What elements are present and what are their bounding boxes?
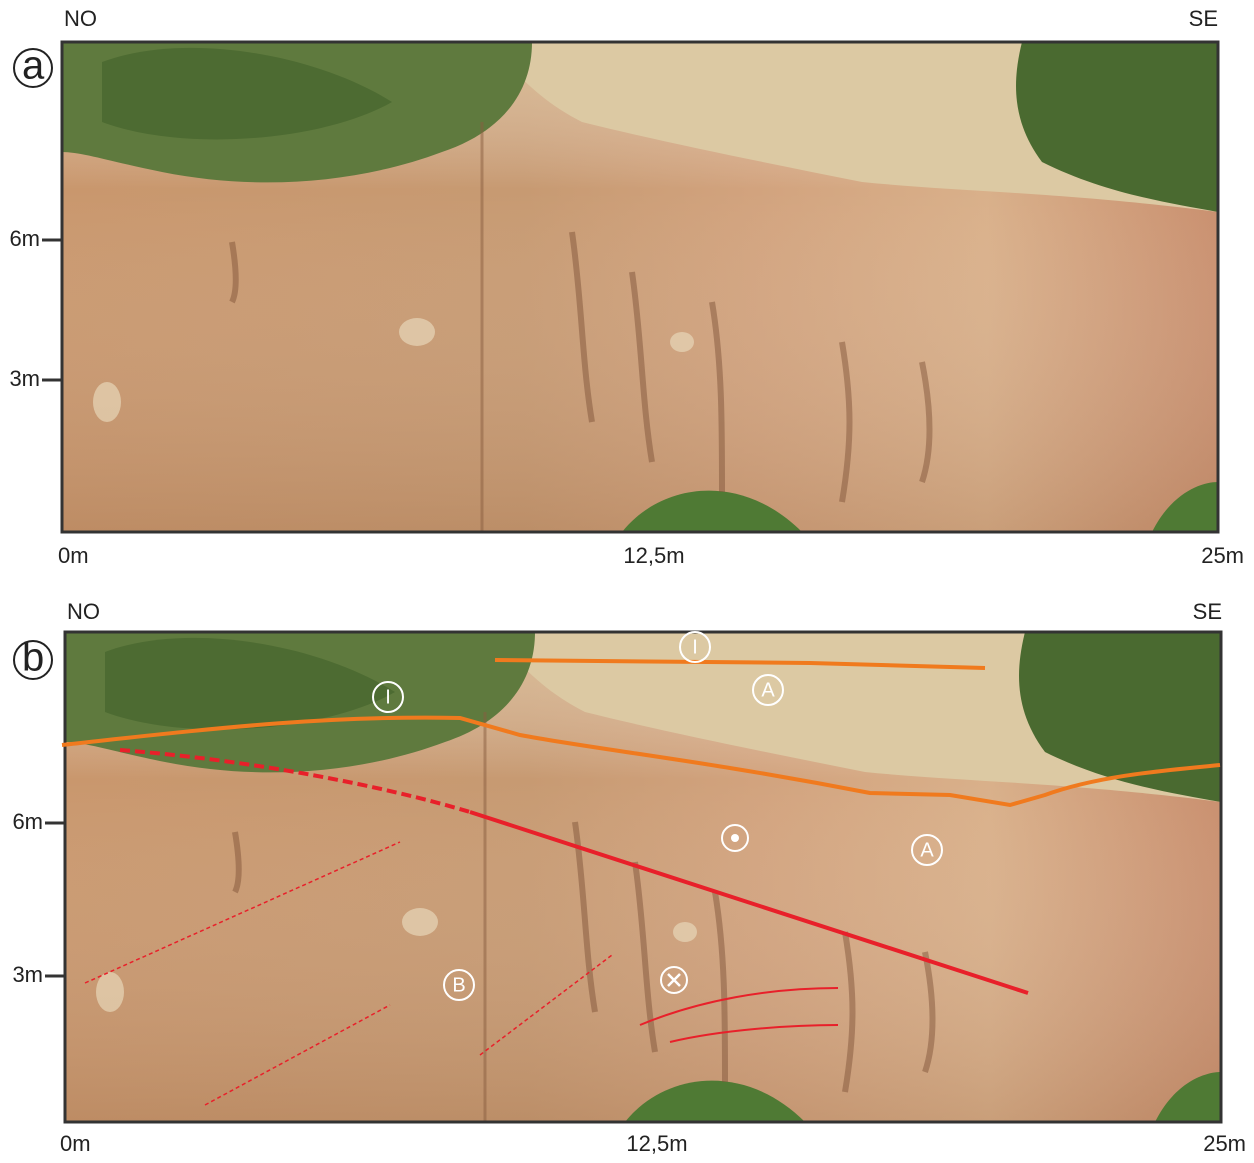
y-label: 6m	[9, 226, 40, 251]
photo	[65, 632, 1221, 1122]
x-label: 25m	[1201, 543, 1244, 568]
unit-label: A	[920, 839, 934, 861]
y-label: 3m	[9, 366, 40, 391]
x-label: 0m	[60, 1131, 91, 1156]
x-label: 12,5m	[626, 1131, 687, 1156]
y-label: 6m	[12, 809, 43, 834]
unit-label: A	[761, 679, 775, 701]
figure: a NO SE 6m 3m 0m 12,5m 25m b NO SE	[0, 0, 1254, 1158]
photo	[62, 42, 1218, 532]
x-label: 12,5m	[623, 543, 684, 568]
y-label: 3m	[12, 962, 43, 987]
panel-a: a NO SE 6m 3m 0m 12,5m 25m	[9, 6, 1244, 568]
unit-label: B	[452, 974, 465, 996]
unit-label: I	[385, 686, 391, 708]
panel-b: b NO SE	[12, 599, 1246, 1156]
x-label: 25m	[1203, 1131, 1246, 1156]
left-label: NO	[64, 6, 97, 31]
left-label: NO	[67, 599, 100, 624]
unit-label: I	[692, 636, 698, 658]
right-label: SE	[1193, 599, 1222, 624]
x-label: 0m	[58, 543, 89, 568]
right-label: SE	[1189, 6, 1218, 31]
